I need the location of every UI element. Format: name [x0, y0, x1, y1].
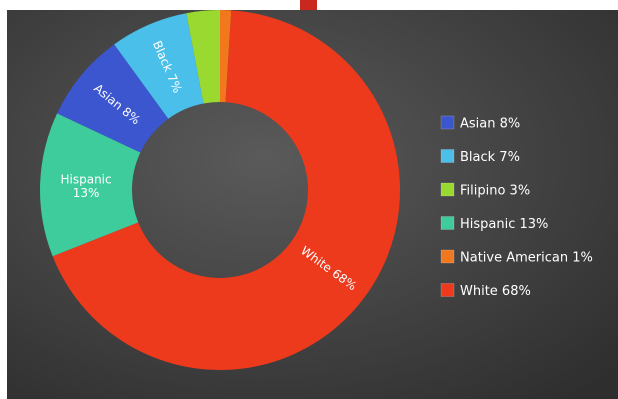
donut-slices [40, 10, 401, 371]
legend-label-native-american-1: Native American 1% [460, 251, 593, 266]
legend-label-hispanic-13: Hispanic 13% [460, 217, 548, 232]
top-marker [300, 0, 317, 10]
legend-swatch-black-7 [440, 149, 455, 163]
slice-white-68 [52, 10, 401, 371]
legend-label-white-68: White 68% [460, 284, 531, 299]
slice-label-hispanic-13: Hispanic 13% [61, 172, 112, 200]
slice-asian-8 [57, 44, 169, 153]
legend-label-black-7: Black 7% [460, 150, 520, 165]
legend-swatch-native-american-1 [440, 249, 455, 264]
legend-swatch-asian-8 [440, 115, 455, 130]
slice-native-american-1 [220, 10, 232, 103]
legend-label-asian-8: Asian 8% [460, 117, 520, 132]
legend-label-filipino-3: Filipino 3% [460, 184, 530, 199]
legend-swatch-hispanic-13 [440, 216, 455, 230]
legend: Asian 8% Black 7% Filipino 3% Hispanic 13% N… [440, 115, 593, 299]
slice-black-7 [114, 13, 204, 119]
slice-hispanic-13 [40, 113, 141, 257]
slice-filipino-3 [186, 10, 220, 104]
legend-swatch-filipino-3 [440, 182, 455, 197]
legend-swatch-white-68 [440, 283, 455, 297]
